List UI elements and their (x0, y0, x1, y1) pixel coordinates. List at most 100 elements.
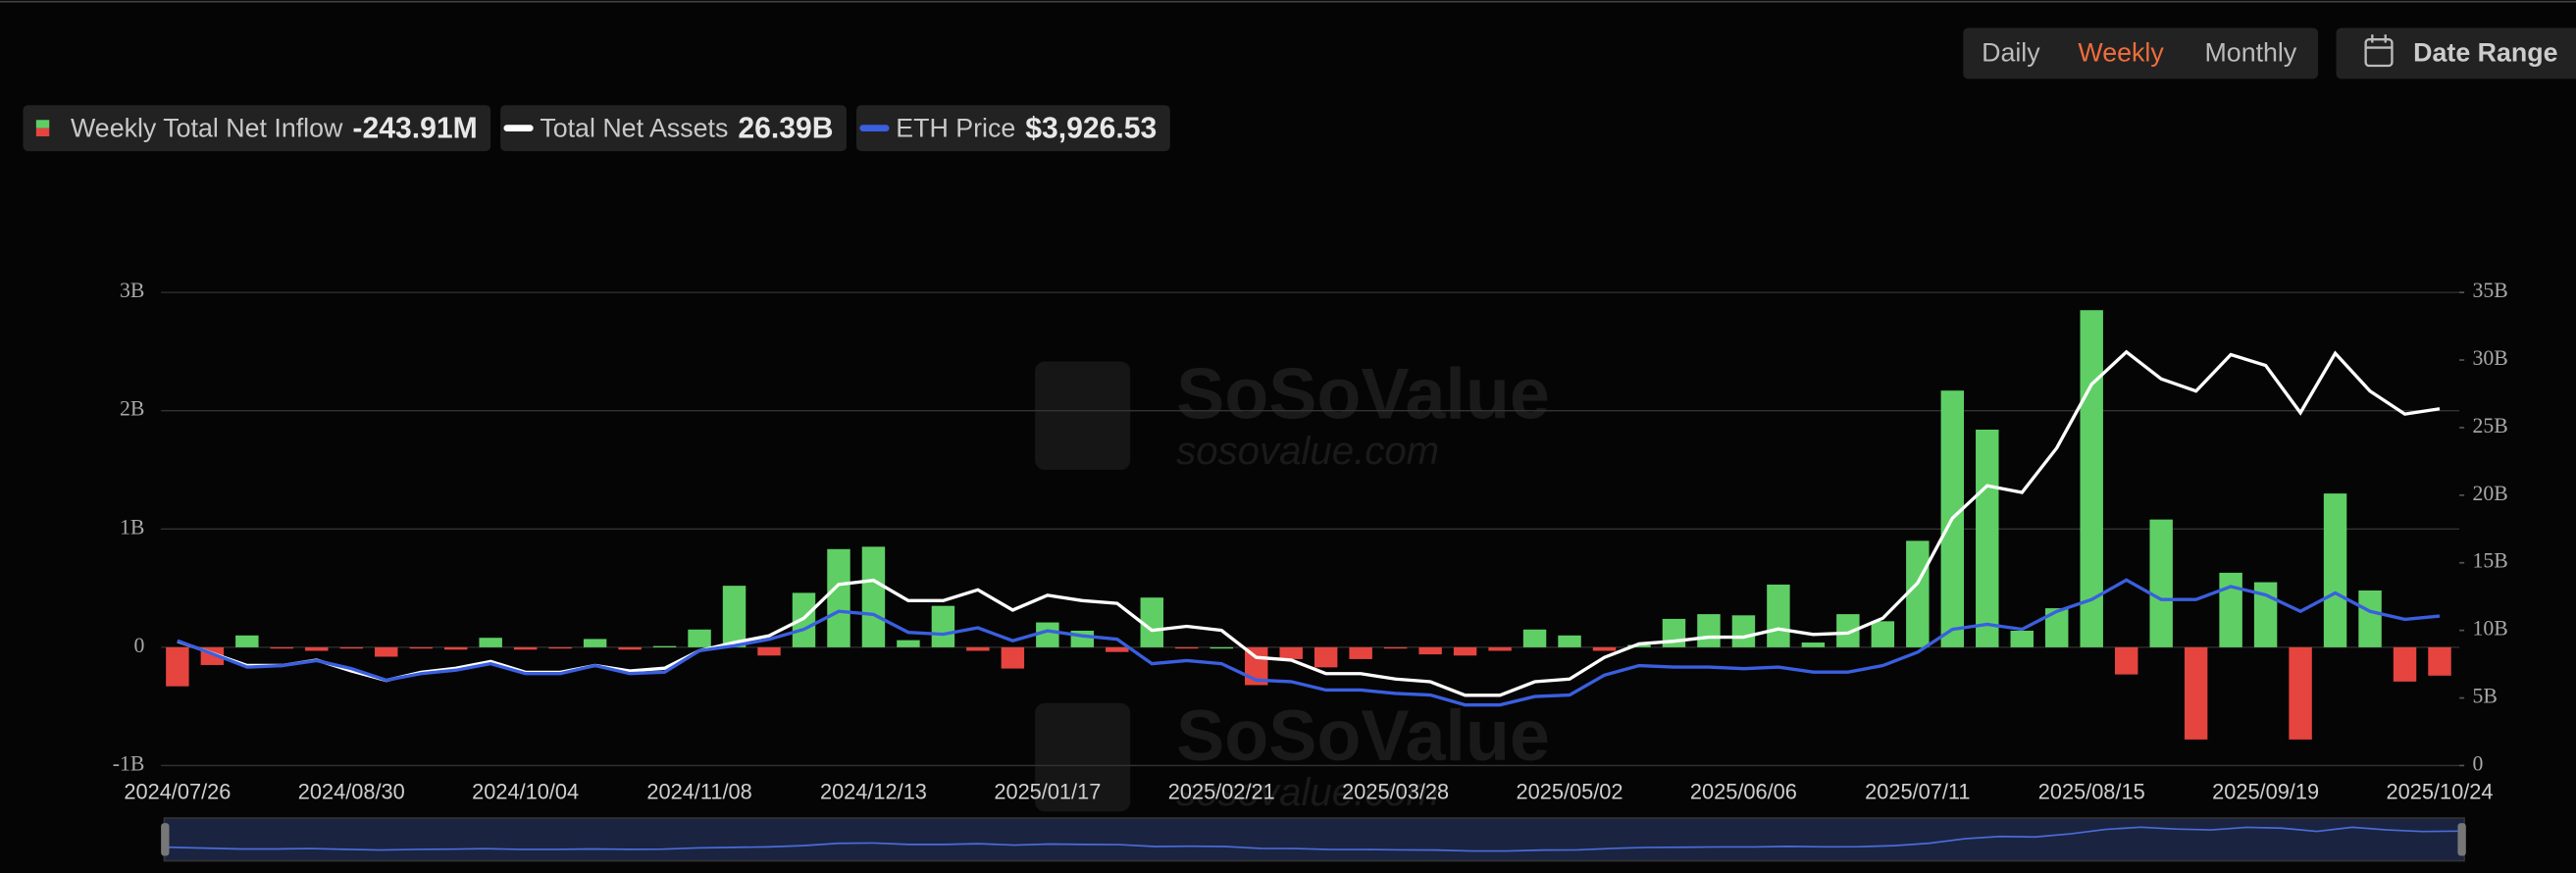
bar (792, 592, 816, 647)
x-tick-label: 2024/11/08 (646, 780, 751, 804)
bar (618, 646, 642, 650)
bar (2149, 519, 2173, 647)
bar (1106, 646, 1129, 652)
y-tick-label: -1B (113, 751, 145, 775)
bar (1383, 646, 1408, 649)
line (177, 578, 2441, 707)
bar (722, 586, 747, 647)
x-tick-label: 2024/08/30 (298, 780, 405, 804)
bar (1175, 646, 1199, 649)
calendar-icon (2364, 34, 2394, 68)
bar (1418, 646, 1442, 655)
date-range-label[interactable]: Date Range (2413, 37, 2557, 67)
navigator-series (169, 826, 2458, 852)
date-range-button[interactable] (2336, 27, 2576, 79)
watermark-url: sosovalue.com (1176, 770, 1439, 814)
legend-item: ETH Price $3,926.53 (856, 105, 1170, 152)
bar (305, 646, 329, 651)
legend-value: 26.39B (738, 112, 833, 144)
bar (1453, 646, 1477, 656)
bar (1836, 614, 1860, 647)
period-weekly[interactable]: Weekly (2078, 37, 2164, 67)
legend-name: ETH Price (896, 113, 1015, 142)
bar (1140, 597, 1164, 647)
x-tick-label: 2025/10/24 (2387, 780, 2494, 804)
bar (2393, 646, 2417, 682)
bar (688, 629, 711, 647)
y-tick-label: 2B (120, 397, 144, 421)
legend-item: Weekly Total Net Inflow -243.91M (23, 105, 491, 152)
x-tick-label: 2024/07/26 (124, 780, 231, 804)
x-tick-label: 2025/03/28 (1342, 780, 1449, 804)
bar (1871, 621, 1895, 647)
bar (2045, 608, 2069, 647)
legend-name: Weekly Total Net Inflow (71, 113, 343, 142)
bar (479, 638, 502, 647)
bar (2289, 646, 2312, 740)
x-tick-label: 2025/08/15 (2038, 780, 2145, 804)
bar (2358, 590, 2382, 647)
legend-pill (856, 105, 1170, 152)
legend-pill (23, 105, 491, 152)
watermark-name: SoSoValue (1176, 694, 1550, 776)
navigator[interactable] (163, 817, 2465, 862)
legend-swatch (35, 120, 50, 128)
period-switch (1963, 27, 2319, 79)
bar (652, 645, 677, 648)
y2-tick-label: 15B (2472, 549, 2507, 573)
bar (1210, 646, 1233, 649)
x-tick-label: 2024/10/04 (472, 780, 579, 804)
navigator-handle[interactable] (161, 823, 170, 856)
y2-tick-label: 0 (2472, 751, 2483, 775)
bar (1001, 646, 1025, 669)
legend-swatch (35, 128, 50, 137)
bar (861, 546, 886, 647)
watermark-name: SoSoValue (1176, 352, 1550, 434)
bar (1592, 646, 1617, 651)
bar (235, 635, 259, 647)
y2-tick-label: 20B (2472, 482, 2507, 505)
bar (2219, 572, 2242, 647)
y-tick-label: 0 (133, 634, 144, 657)
bar (1558, 635, 1581, 647)
legend-value: $3,926.53 (1025, 112, 1157, 144)
x-tick-label: 2024/12/13 (820, 780, 927, 804)
bar (443, 646, 468, 650)
legend-item: Total Net Assets 26.39B (500, 105, 847, 152)
x-tick-label: 2025/06/06 (1690, 780, 1797, 804)
bar (1976, 429, 1999, 647)
x-tick-label: 2025/01/17 (994, 780, 1101, 804)
bar (931, 605, 955, 647)
bar (1767, 584, 1790, 647)
legend-pill (500, 105, 847, 152)
bar (1522, 629, 1547, 647)
bar (270, 646, 294, 649)
bar (966, 646, 990, 651)
period-daily[interactable]: Daily (1982, 37, 2040, 67)
bar (827, 548, 850, 647)
watermark: SoSoValue sosovalue.com SoSoValue sosova… (1035, 352, 1550, 814)
y2-tick-label: 25B (2472, 414, 2507, 437)
bar (166, 646, 189, 687)
bar (548, 646, 572, 649)
bar (1279, 646, 1303, 659)
bar (409, 646, 433, 649)
legend: Weekly Total Net Inflow -243.91M Total Net… (23, 105, 1170, 152)
bar (2323, 493, 2347, 647)
bar (1349, 646, 1372, 659)
navigator-handle[interactable] (2457, 823, 2466, 856)
watermark-url: sosovalue.com (1176, 429, 1439, 473)
y2-tick-label: 10B (2472, 617, 2507, 641)
plot: 3B 2B 1B 0 -1B 35B 30B 25B 20B 15B 10B 5B 0 2024/07/2… (113, 279, 2508, 804)
bar (1731, 615, 1756, 647)
bar (2184, 646, 2208, 740)
bar (1314, 646, 1338, 668)
bar (2428, 646, 2451, 676)
y2-tick-label: 30B (2472, 346, 2507, 370)
bar (583, 639, 607, 647)
period-monthly[interactable]: Monthly (2205, 37, 2297, 67)
x-tick-label: 2025/09/19 (2212, 780, 2319, 804)
legend-name: Total Net Assets (540, 113, 728, 142)
bar (513, 646, 538, 650)
y2-tick-label: 5B (2472, 685, 2497, 708)
